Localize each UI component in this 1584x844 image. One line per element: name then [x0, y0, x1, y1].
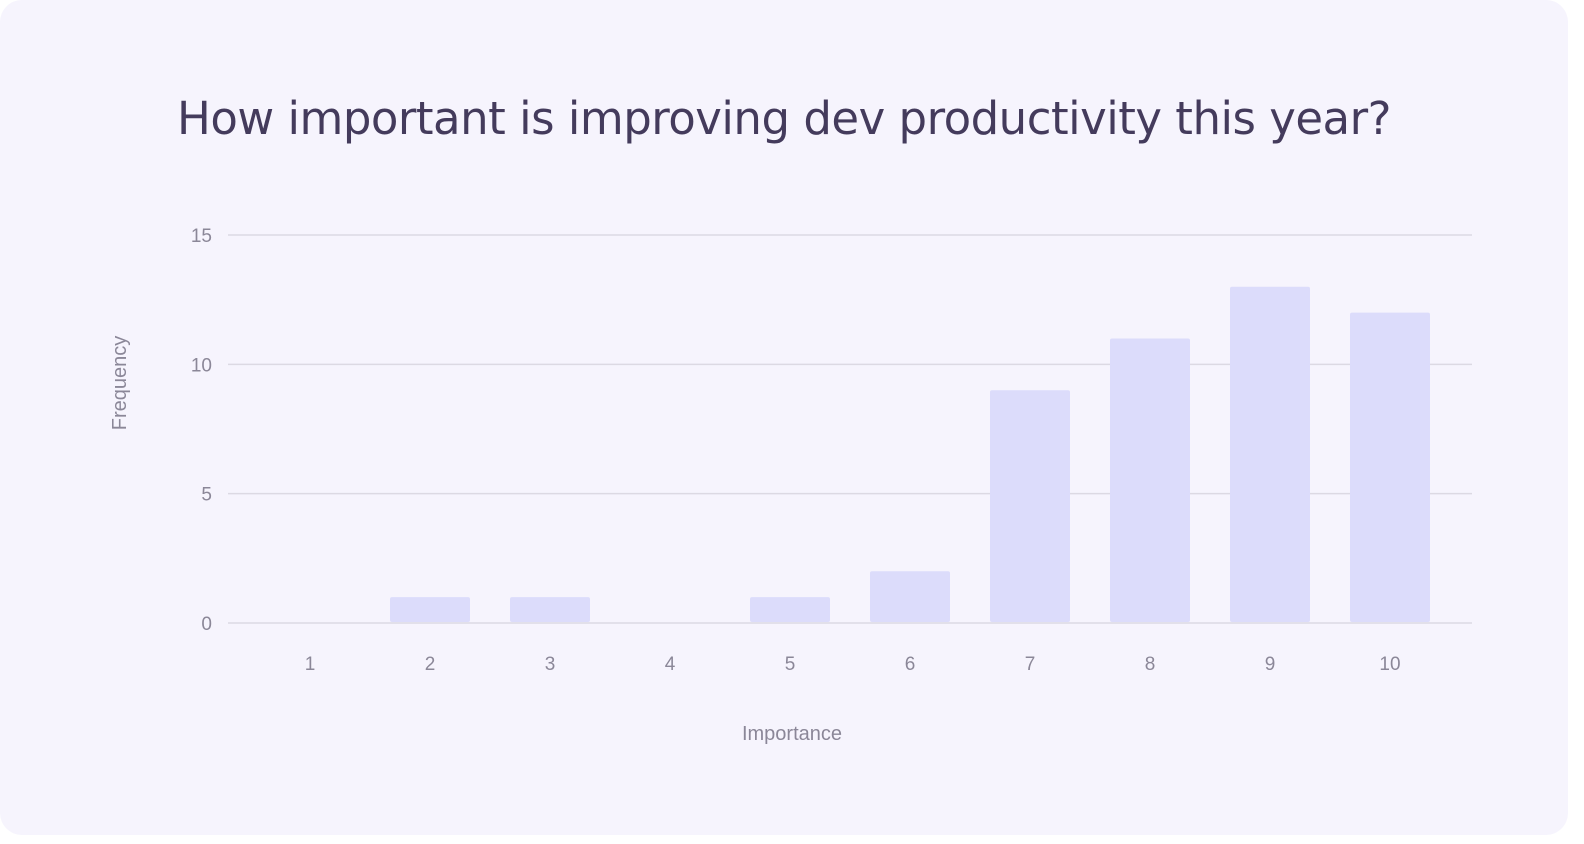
x-tick-label: 8 [1145, 654, 1156, 675]
bars [390, 286, 1430, 622]
bar [750, 597, 830, 622]
y-tick-label: 15 [191, 226, 212, 247]
x-tick-labels: 1 2 3 4 5 6 7 8 9 10 [305, 654, 1401, 675]
x-tick-label: 3 [545, 654, 556, 675]
bar [390, 597, 470, 622]
x-tick-label: 2 [425, 654, 436, 675]
x-tick-label: 9 [1265, 654, 1276, 675]
y-tick-label: 10 [191, 355, 212, 376]
x-tick-label: 5 [785, 654, 796, 675]
bar [510, 597, 590, 622]
x-axis-title: Importance [742, 723, 842, 745]
bar [990, 390, 1070, 622]
bar [1230, 286, 1310, 622]
x-tick-label: 6 [905, 654, 916, 675]
bar [870, 571, 950, 622]
y-tick-label: 0 [201, 614, 212, 635]
x-tick-label: 1 [305, 654, 316, 675]
bar [1110, 338, 1190, 622]
y-tick-label: 5 [201, 485, 212, 506]
x-tick-label: 10 [1379, 654, 1400, 675]
chart-title: How important is improving dev productiv… [177, 92, 1392, 145]
y-tick-labels: 0 5 10 15 [191, 226, 212, 635]
x-tick-label: 7 [1025, 654, 1036, 675]
bar [1350, 312, 1430, 622]
x-tick-label: 4 [665, 654, 676, 675]
y-axis-title: Frequency [109, 336, 131, 431]
